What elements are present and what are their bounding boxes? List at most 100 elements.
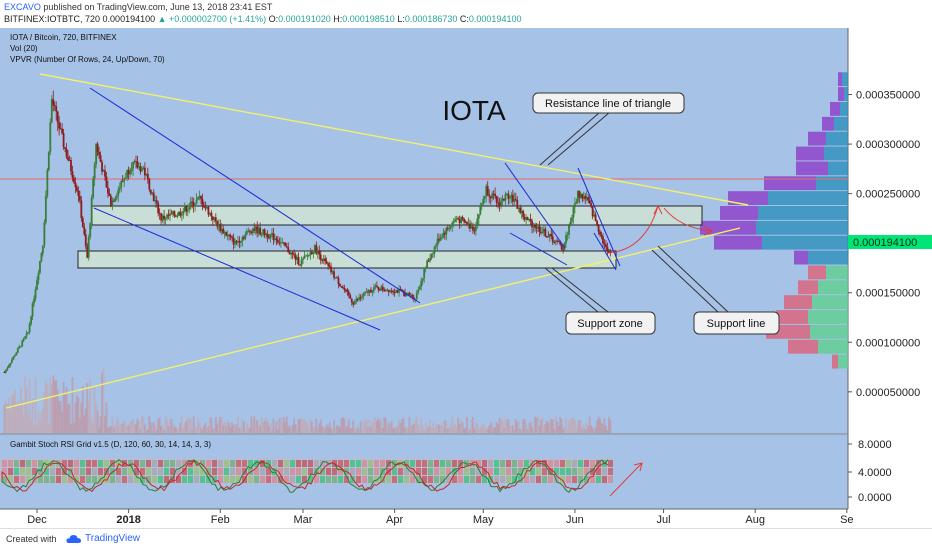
vpvr-up-row: [768, 191, 848, 206]
volume-bar: [548, 420, 551, 433]
candle-body: [384, 290, 387, 292]
candle-body: [553, 242, 556, 244]
oscillator-grid-cell: [440, 460, 445, 467]
volume-bar: [138, 421, 140, 433]
volume-bar: [464, 427, 467, 433]
candle-body: [371, 290, 374, 293]
oscillator-grid-cell: [404, 468, 409, 475]
candle-body: [591, 206, 594, 217]
oscillator-grid-cell: [302, 468, 307, 475]
last-price-badge: [848, 235, 932, 249]
volume-bar: [443, 420, 446, 433]
candle-body: [547, 236, 550, 238]
candle-body: [180, 214, 183, 216]
oscillator-grid-cell: [530, 468, 535, 475]
vpvr-up-row: [838, 354, 848, 369]
volume-bar: [494, 427, 497, 433]
tradingview-brand[interactable]: TradingView: [66, 533, 140, 544]
candle-body: [3, 371, 6, 373]
price-tick-label: 0.000250000: [856, 189, 920, 201]
candle-body: [522, 210, 525, 218]
vpvr-up-row: [818, 339, 848, 354]
volume-bar: [380, 418, 383, 433]
candle-body: [343, 288, 346, 290]
candle-body: [44, 195, 47, 223]
oscillator-grid-cell: [518, 476, 523, 483]
volume-bar: [358, 428, 361, 433]
volume-bar: [587, 426, 590, 433]
volume-bar: [588, 416, 591, 433]
projection-arrow-2: [663, 207, 713, 232]
oscillator-grid-cell: [8, 468, 13, 475]
candle-body: [430, 254, 433, 259]
candle-body: [254, 226, 257, 231]
volume-bar: [36, 425, 38, 433]
volume-bar: [445, 420, 448, 433]
price-tick-label: 0.000350000: [856, 90, 920, 102]
candle-body: [16, 348, 19, 353]
candle-body: [472, 226, 474, 231]
candle-body: [185, 205, 188, 212]
volume-bar: [217, 420, 220, 433]
volume-bar: [534, 416, 536, 433]
candle-body: [421, 278, 424, 281]
candle-body: [157, 202, 160, 214]
candle-body: [389, 290, 392, 293]
candle-body: [606, 246, 609, 252]
candle-body: [334, 277, 337, 279]
candle-body: [152, 192, 155, 202]
oscillator-grid-cell: [452, 460, 457, 467]
volume-bar: [575, 427, 578, 433]
candle-body: [278, 242, 281, 244]
oscillator-grid-cell: [260, 460, 265, 467]
candle-body: [361, 296, 364, 298]
time-axis[interactable]: Dec 2018 Feb Mar Apr May Jun Jul Aug Se: [27, 509, 854, 526]
volume-bar: [65, 387, 68, 433]
oscillator-grid-cell: [20, 468, 25, 475]
candle-body: [441, 237, 443, 239]
volume-bar: [497, 424, 499, 433]
candle-body: [235, 240, 238, 243]
candle-body: [494, 194, 497, 197]
oscillator-grid-cell: [278, 476, 283, 483]
candle-body: [19, 346, 22, 348]
volume-bar: [525, 423, 528, 433]
candle-body: [446, 227, 449, 229]
candle-body: [342, 287, 344, 289]
volume-bar: [182, 427, 185, 433]
volume-bar: [37, 410, 40, 433]
footer: Created with TradingView: [0, 528, 932, 550]
oscillator-grid-cell: [218, 468, 223, 475]
candle-body: [353, 301, 356, 305]
candle-body: [356, 299, 359, 301]
candle-body: [123, 178, 126, 182]
candle-body: [571, 217, 573, 222]
candle-body: [31, 303, 34, 317]
oscillator-grid-cell: [38, 460, 43, 467]
volume-bar: [78, 418, 81, 433]
volume-bar: [16, 401, 19, 433]
oscillator-grid-cell: [224, 476, 229, 483]
author-link[interactable]: EXCAVO: [4, 2, 41, 12]
volume-bar: [241, 419, 244, 433]
volume-bar: [349, 428, 352, 433]
candle-body: [163, 215, 165, 220]
oscillator-grid-cell: [260, 468, 265, 475]
oscillator-grid-cell: [236, 460, 241, 467]
volume-bar: [206, 428, 208, 433]
volume-bar: [367, 427, 369, 433]
price-change: ▲ +0.000002700 (+1.41%): [157, 14, 267, 24]
volume-bar: [373, 421, 375, 433]
volume-bar: [109, 426, 112, 433]
candle-body: [451, 222, 454, 226]
candle-body: [248, 230, 251, 232]
price-chart[interactable]: Resistance line of triangle Support zone…: [0, 28, 932, 528]
candle-body: [401, 289, 403, 291]
volume-bar: [195, 427, 198, 433]
volume-bar: [581, 428, 584, 433]
candle-body: [149, 189, 152, 194]
oscillator-grid-cell: [80, 468, 85, 475]
volume-bar: [576, 423, 579, 433]
volume-bar: [520, 429, 523, 433]
candle-body: [204, 207, 207, 209]
